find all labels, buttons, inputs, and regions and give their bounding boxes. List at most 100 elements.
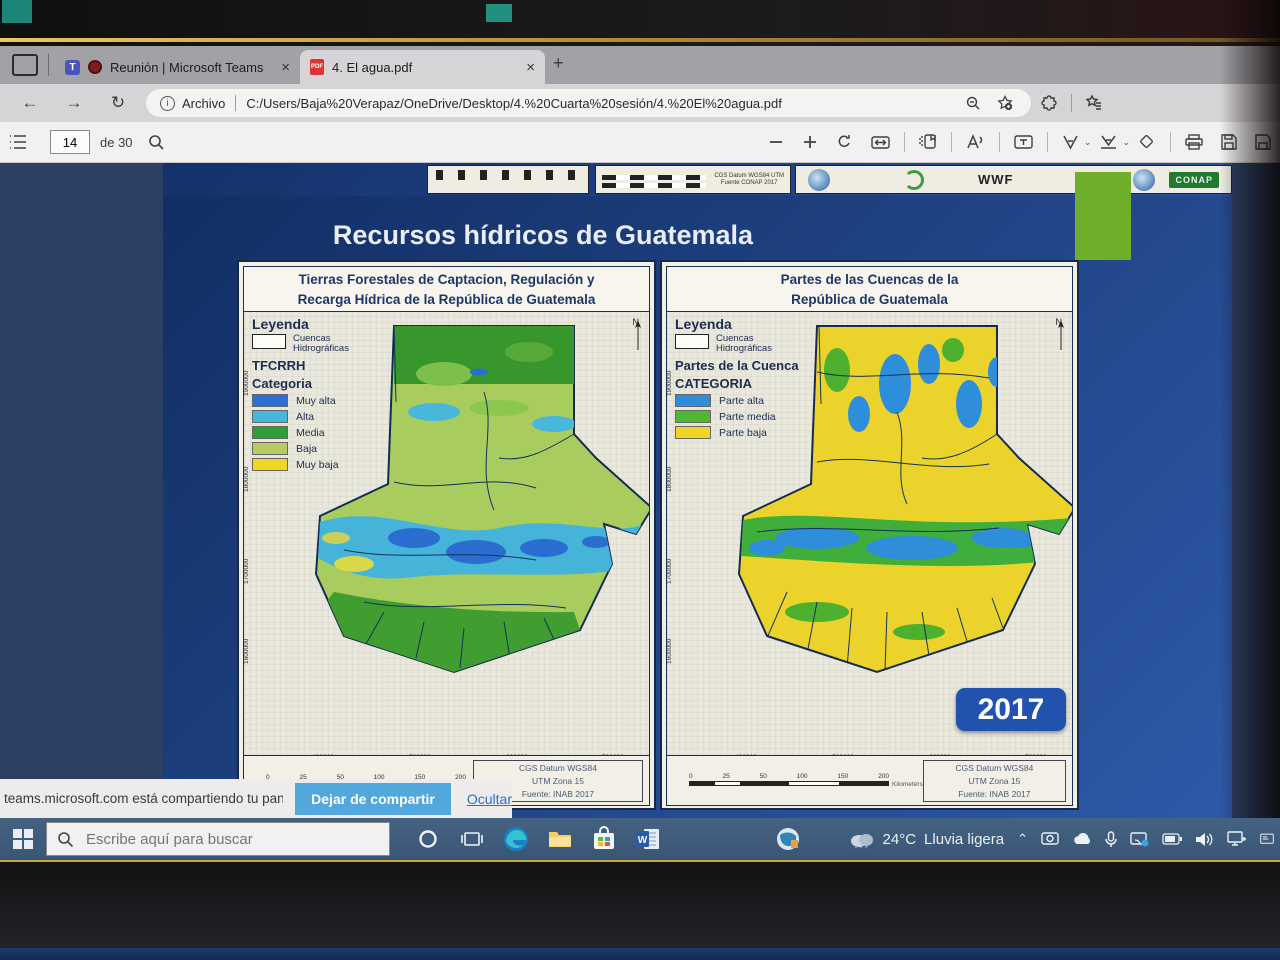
institution-seal-icon: [808, 168, 830, 191]
left-map-legend: Leyenda Cuencas Hidrográficas TFCRRH Cat…: [252, 316, 402, 471]
edge-icon[interactable]: [494, 817, 538, 861]
toolbar-separator: [950, 132, 952, 152]
zoom-page-icon[interactable]: [965, 95, 981, 111]
prev-page-scalebar-box: [427, 165, 589, 194]
x-axis-label: 400000: [735, 754, 757, 755]
screen-record-icon[interactable]: [1041, 831, 1059, 847]
eraser-icon[interactable]: [1139, 134, 1156, 150]
teal-artifact-mid: [486, 4, 512, 22]
microphone-icon[interactable]: [1105, 830, 1117, 848]
zoom-out-icon[interactable]: [768, 134, 784, 150]
extensions-icon[interactable]: [1040, 94, 1058, 112]
pdf-content-area[interactable]: CGS Datum WGS84 UTM Fuente CONAP 2017 WW…: [0, 163, 1280, 818]
toc-icon[interactable]: [9, 134, 27, 150]
url-field[interactable]: i Archivo C:/Users/Baja%20Verapaz/OneDri…: [146, 89, 1031, 117]
new-tab-button[interactable]: +: [553, 53, 564, 73]
tab-title: 4. El agua.pdf: [332, 59, 413, 75]
onedrive-icon[interactable]: [1072, 832, 1092, 846]
green-accent-box: [1075, 172, 1131, 260]
legend-item: Alta: [252, 410, 402, 423]
forward-icon[interactable]: →: [65, 93, 83, 112]
right-map-guatemala: [738, 325, 1072, 673]
map-source-box: CGS Datum WGS84 UTM Zona 15 Fuente: INAB…: [922, 759, 1066, 802]
tab-pdf-agua[interactable]: PDF 4. El agua.pdf ×: [300, 50, 545, 84]
cortana-icon[interactable]: [406, 817, 450, 861]
conap-logo: CONAP: [1169, 171, 1219, 188]
close-tab-icon[interactable]: ×: [526, 58, 535, 76]
slide-title: Recursos hídricos de Guatemala: [332, 220, 754, 250]
url-separator: [235, 95, 237, 111]
cast-screen-icon[interactable]: [1130, 831, 1149, 847]
window-frame-icon[interactable]: [12, 54, 38, 76]
rotate-icon[interactable]: [836, 134, 853, 151]
file-explorer-icon[interactable]: [538, 817, 582, 861]
collections-icon[interactable]: [1085, 94, 1103, 112]
refresh-icon[interactable]: ↻: [110, 93, 126, 112]
scale-bar: 0 25 50 100 150 200 Kilometers: [689, 773, 923, 788]
zoom-in-icon[interactable]: [802, 134, 818, 150]
legend-group-tfcrrh: TFCRRH: [252, 358, 306, 373]
left-map-title: Tierras Forestales de Captacion, Regulac…: [243, 266, 650, 312]
back-icon[interactable]: ←: [21, 93, 39, 112]
save-icon[interactable]: [1221, 134, 1237, 150]
top-bezel: [0, 0, 1280, 46]
x-axis-label: 500000: [832, 754, 854, 755]
stop-sharing-button[interactable]: Dejar de compartir: [295, 782, 451, 815]
legend-group-categoria: Categoria: [252, 376, 312, 391]
left-map-area: Leyenda Cuencas Hidrográficas TFCRRH Cat…: [243, 312, 650, 756]
draw-pen-icon[interactable]: [1062, 134, 1079, 150]
share-message: teams.microsoft.com está compartiendo tu…: [4, 791, 284, 806]
clipped-tray-icon[interactable]: [1260, 831, 1274, 847]
north-arrow-icon: N: [1055, 317, 1064, 350]
pen-options-chevron-icon[interactable]: ⌄: [1083, 136, 1092, 147]
search-icon: [58, 831, 74, 847]
x-axis-label: 700000: [1025, 754, 1047, 755]
pdf-file-icon: PDF: [310, 59, 324, 75]
search-input[interactable]: [84, 829, 354, 849]
save-as-icon[interactable]: [1255, 134, 1271, 150]
tab-teams-meeting[interactable]: T Reunión | Microsoft Teams ×: [55, 50, 300, 84]
right-map-footer: 0 25 50 100 150 200 Kilometers CGS Datum WGS8…: [666, 756, 1073, 806]
cuencas-label: Cuencas: [293, 333, 331, 344]
hide-banner-link[interactable]: Ocultar: [466, 790, 512, 807]
left-map-panel: Tierras Forestales de Captacion, Regulac…: [237, 260, 656, 810]
institution-seal-icon: [1133, 168, 1156, 191]
highlighter-options-chevron-icon[interactable]: ⌄: [1122, 136, 1130, 147]
x-axis-label: 700000: [602, 754, 624, 755]
battery-icon[interactable]: [1162, 833, 1182, 845]
weather-temp: 24°C: [882, 830, 917, 848]
close-tab-icon[interactable]: ×: [281, 58, 290, 76]
taskbar-search[interactable]: [46, 822, 390, 856]
cuencas-swatch: [252, 334, 286, 349]
page-info-icon[interactable]: i: [160, 95, 175, 111]
microsoft-store-icon[interactable]: [582, 817, 626, 861]
task-view-icon[interactable]: [450, 817, 494, 861]
highlighter-icon[interactable]: [1100, 134, 1117, 150]
add-text-icon[interactable]: [1014, 134, 1033, 150]
page-view-icon[interactable]: [919, 134, 937, 150]
read-aloud-icon[interactable]: [966, 134, 985, 150]
search-document-icon[interactable]: [147, 133, 165, 151]
weather-widget[interactable]: 24°C Lluvia ligera: [849, 830, 1005, 849]
start-button[interactable]: [0, 829, 46, 849]
teams-icon: T: [65, 59, 80, 75]
fit-to-width-icon[interactable]: [871, 135, 890, 150]
north-arrow-icon: N: [632, 317, 641, 350]
print-icon[interactable]: [1185, 134, 1203, 150]
add-favorite-icon[interactable]: [997, 95, 1013, 111]
tray-expand-chevron-icon[interactable]: ⌃: [1017, 831, 1028, 846]
toolbar-separator: [1170, 132, 1171, 152]
y-axis-label: 1800000: [243, 466, 250, 492]
legend-group-categoria: CATEGORIA: [675, 376, 753, 391]
legend-item: Parte alta: [675, 394, 825, 407]
word-icon[interactable]: W: [626, 817, 670, 861]
legend-group-partes: Partes de la Cuenca: [675, 358, 799, 373]
network-icon[interactable]: [1227, 831, 1247, 847]
legend-item: Media: [252, 426, 402, 439]
browser-address-bar: ← → ↻ i Archivo C:/Users/Baja%20Verapaz/…: [0, 84, 1280, 122]
weather-condition: Lluvia ligera: [924, 830, 1005, 848]
globe-app-icon[interactable]: [766, 817, 810, 861]
page-number-input[interactable]: [50, 130, 90, 154]
slide-page-14: Recursos hídricos de Guatemala Tierras F…: [163, 172, 1232, 818]
volume-icon[interactable]: [1195, 832, 1214, 847]
